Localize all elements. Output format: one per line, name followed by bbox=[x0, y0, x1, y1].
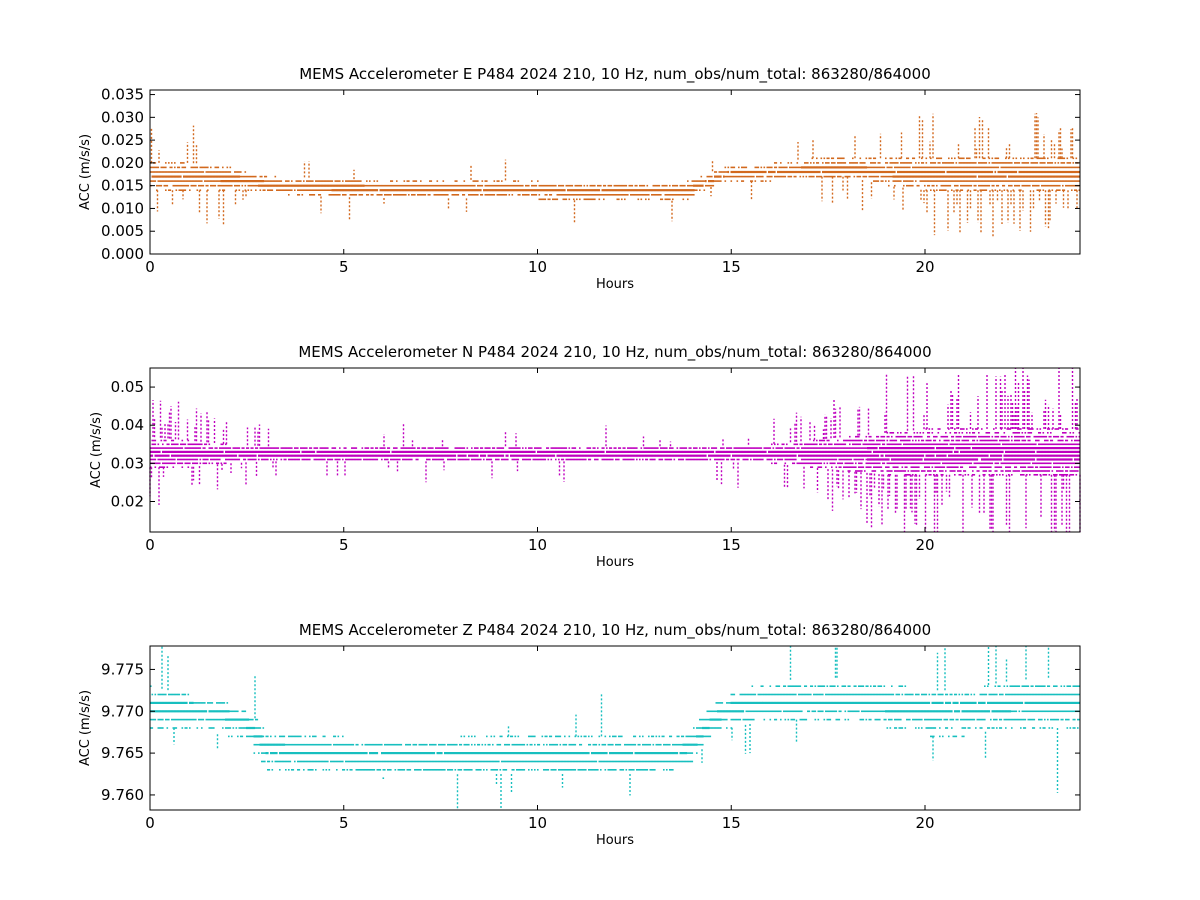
y-tick-label: 0.030 bbox=[101, 108, 144, 126]
y-axis-label: ACC (m/s/s) bbox=[78, 134, 93, 210]
axes-frame bbox=[149, 89, 1081, 255]
y-axis-ticks: 0.000 0.005 0.010 0.015 0.020 0.025 0.030 0.035 bbox=[101, 86, 1080, 263]
x-tick-label: 15 bbox=[722, 258, 741, 276]
x-tick-label: 10 bbox=[528, 258, 547, 276]
y-tick-label: 0.035 bbox=[101, 86, 144, 104]
y-tick-label: 0.015 bbox=[101, 177, 144, 195]
x-tick-label: 20 bbox=[915, 258, 934, 276]
x-axis-ticks: 0 5 10 15 20 bbox=[145, 90, 935, 276]
x-tick-label: 5 bbox=[339, 258, 349, 276]
chart-title: MEMS Accelerometer N P484 2024 210, 10 H… bbox=[298, 343, 931, 362]
y-tick-label: 0.000 bbox=[101, 245, 144, 263]
y-tick-label: 0.005 bbox=[101, 222, 144, 240]
chart-title: MEMS Accelerometer E P484 2024 210, 10 H… bbox=[299, 65, 931, 84]
y-tick-label: 0.020 bbox=[101, 154, 144, 172]
x-axis-label: Hours bbox=[596, 277, 634, 292]
y-tick-label: 0.025 bbox=[101, 131, 144, 149]
chart-panel-e: MEMS Accelerometer E P484 2024 210, 10 H… bbox=[78, 65, 1081, 292]
plot-area bbox=[150, 113, 1080, 238]
chart-panel-n: MEMS Accelerometer N P484 2024 210, 10 H… bbox=[89, 343, 1081, 570]
x-tick-label: 0 bbox=[145, 258, 155, 276]
plot-area bbox=[149, 368, 1081, 532]
y-tick-label: 0.010 bbox=[101, 199, 144, 217]
